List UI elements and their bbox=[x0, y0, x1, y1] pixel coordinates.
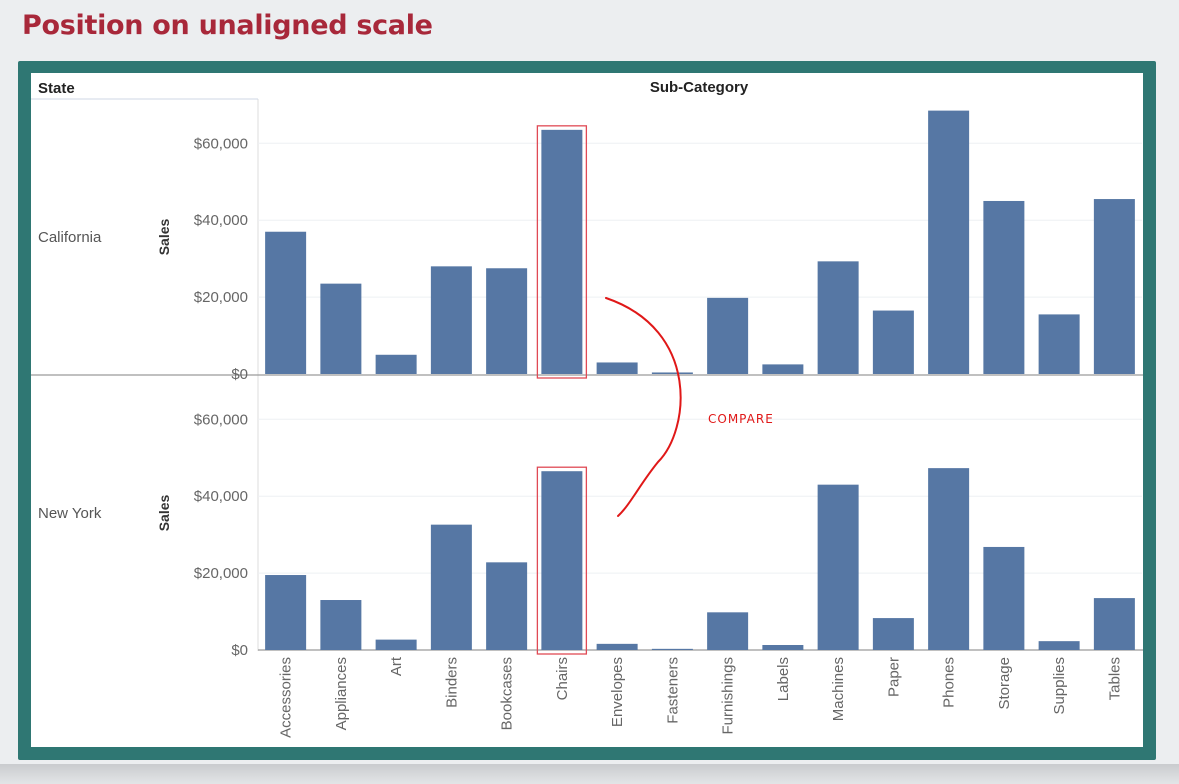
bar bbox=[596, 362, 638, 374]
x-tick-label: Machines bbox=[830, 657, 847, 721]
x-tick-label: Tables bbox=[1106, 657, 1123, 700]
y-tick-label: $0 bbox=[231, 366, 248, 383]
bar bbox=[817, 261, 859, 374]
compare-arrow bbox=[605, 297, 682, 517]
bar bbox=[320, 283, 362, 374]
bar bbox=[872, 310, 914, 374]
x-tick-label: Appliances bbox=[333, 657, 350, 730]
x-tick-label: Paper bbox=[885, 657, 902, 697]
bar bbox=[486, 562, 528, 650]
row-label: New York bbox=[38, 505, 102, 522]
x-tick-label: Envelopes bbox=[609, 657, 626, 727]
bar bbox=[1093, 598, 1135, 650]
column-header: Sub-Category bbox=[650, 79, 749, 96]
y-tick-label: $60,000 bbox=[194, 411, 248, 428]
bar bbox=[762, 364, 804, 374]
x-tick-label: Storage bbox=[996, 657, 1013, 710]
bar bbox=[541, 129, 583, 374]
row-header: State bbox=[38, 80, 75, 97]
bar bbox=[430, 524, 472, 650]
bar bbox=[1093, 199, 1135, 374]
highlight-box bbox=[536, 125, 588, 379]
y-axis-title: Sales bbox=[156, 218, 172, 255]
x-tick-label: Phones bbox=[941, 657, 958, 708]
x-tick-label: Chairs bbox=[554, 657, 571, 700]
bar bbox=[762, 645, 804, 650]
bar bbox=[486, 268, 528, 374]
y-tick-label: $20,000 bbox=[194, 289, 248, 306]
x-tick-label: Bookcases bbox=[499, 657, 516, 730]
bar bbox=[707, 612, 749, 650]
highlight-box bbox=[536, 466, 588, 655]
bar bbox=[265, 575, 307, 650]
bar bbox=[596, 643, 638, 650]
x-tick-label: Accessories bbox=[278, 657, 295, 738]
y-tick-label: $40,000 bbox=[194, 488, 248, 505]
bar bbox=[983, 546, 1025, 650]
y-tick-label: $20,000 bbox=[194, 565, 248, 582]
bar bbox=[872, 618, 914, 650]
x-tick-label: Furnishings bbox=[720, 657, 737, 735]
compare-annotation: COMPARE bbox=[708, 412, 774, 426]
bar bbox=[983, 200, 1025, 374]
x-tick-label: Fasteners bbox=[664, 657, 681, 724]
x-tick-label: Art bbox=[388, 656, 405, 676]
bar bbox=[265, 231, 307, 374]
bar bbox=[651, 372, 693, 374]
bar bbox=[375, 354, 417, 374]
y-axis-title: Sales bbox=[156, 494, 172, 531]
bar bbox=[928, 110, 970, 375]
y-tick-label: $40,000 bbox=[194, 212, 248, 229]
x-tick-label: Labels bbox=[775, 657, 792, 701]
bar bbox=[375, 639, 417, 650]
bar bbox=[430, 266, 472, 374]
bar bbox=[1038, 641, 1080, 650]
bottom-shadow bbox=[0, 764, 1179, 784]
y-tick-label: $0 bbox=[231, 642, 248, 659]
bar bbox=[928, 468, 970, 650]
row-label: California bbox=[38, 229, 102, 246]
x-tick-label: Supplies bbox=[1051, 657, 1068, 715]
bar bbox=[541, 471, 583, 650]
x-tick-label: Binders bbox=[443, 657, 460, 708]
slide-title: Position on unaligned scale bbox=[22, 10, 433, 41]
y-tick-label: $60,000 bbox=[194, 135, 248, 152]
bar bbox=[707, 297, 749, 374]
bar bbox=[1038, 314, 1080, 374]
bar bbox=[817, 484, 859, 650]
bar bbox=[651, 648, 693, 650]
bar bbox=[320, 600, 362, 650]
